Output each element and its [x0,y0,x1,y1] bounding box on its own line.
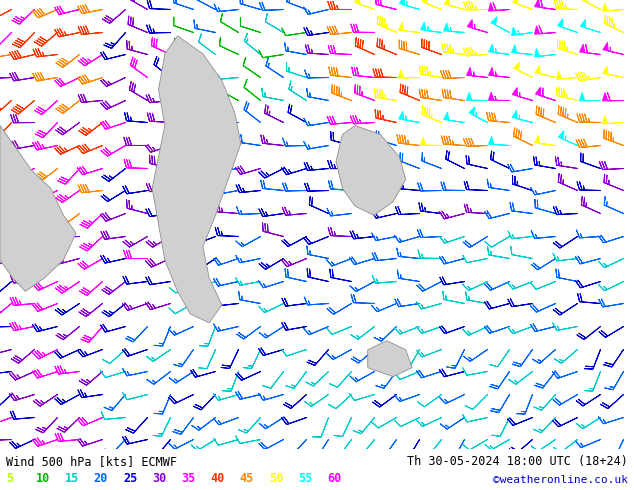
Text: 5: 5 [6,472,13,485]
Text: 25: 25 [123,472,137,485]
Text: 55: 55 [298,472,312,485]
Text: 45: 45 [240,472,254,485]
Text: ©weatheronline.co.uk: ©weatheronline.co.uk [493,475,628,485]
Text: 50: 50 [269,472,283,485]
Text: Th 30-05-2024 18:00 UTC (18+24): Th 30-05-2024 18:00 UTC (18+24) [407,455,628,467]
Text: 30: 30 [152,472,166,485]
Text: 10: 10 [36,472,49,485]
Text: 60: 60 [327,472,341,485]
Text: 35: 35 [181,472,195,485]
Text: Wind 500 hPa [kts] ECMWF: Wind 500 hPa [kts] ECMWF [6,455,178,467]
Text: 40: 40 [210,472,224,485]
Text: 20: 20 [94,472,108,485]
Text: 15: 15 [65,472,79,485]
